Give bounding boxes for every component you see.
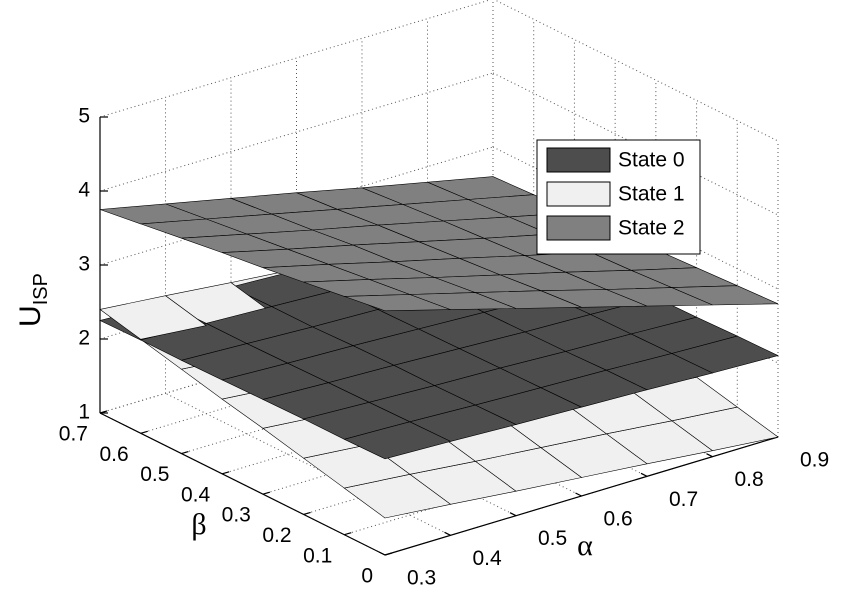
z-tick-label: 1: [78, 401, 90, 424]
z-label-main: U: [14, 305, 47, 327]
y-tick-label: 0.1: [303, 544, 332, 567]
y-tick: [262, 491, 271, 495]
y-tick: [221, 471, 230, 475]
grid-line: [99, 0, 492, 118]
legend-swatch: [546, 181, 611, 207]
legend-swatch: [546, 147, 611, 173]
surface-patch: [99, 295, 207, 340]
grid-line: [140, 314, 534, 434]
y-tick-label: 0.4: [181, 483, 211, 506]
legend-label: State 2: [618, 217, 685, 240]
x-axis-label: α: [577, 529, 593, 562]
x-tick-label: 0.7: [669, 488, 698, 511]
z-label-sub: ISP: [30, 273, 52, 305]
x-tick-label: 0.8: [735, 468, 764, 491]
x-tick: [640, 472, 648, 477]
x-tick-label: 0.3: [407, 567, 436, 590]
x-tick: [509, 512, 517, 517]
x-tick-label: 0.4: [473, 547, 503, 570]
x-tick: [706, 453, 713, 458]
y-tick: [384, 552, 393, 556]
z-axis-label: UISP: [14, 273, 52, 327]
y-axis: [99, 412, 386, 556]
y-tick: [140, 430, 148, 434]
x-tick-label: 0.6: [604, 508, 633, 531]
y-tick-label: 0.7: [59, 423, 88, 446]
y-tick-label: 0.6: [100, 443, 129, 466]
z-tick-label: 3: [78, 253, 90, 276]
y-tick: [303, 511, 311, 516]
y-tick-label: 0.2: [262, 524, 291, 547]
legend-swatch: [546, 215, 611, 241]
y-tick: [99, 410, 108, 414]
grid-line: [344, 416, 738, 536]
x-tick-label: 0.9: [800, 449, 829, 472]
x-tick-label: 0.5: [538, 527, 567, 550]
y-tick-label: 0: [361, 565, 373, 588]
legend: State 0 State 1 State 2: [536, 139, 701, 255]
surface-patch: [343, 421, 452, 460]
x-tick: [575, 492, 582, 497]
z-tick-label: 2: [78, 327, 90, 350]
surface-patch: [344, 294, 451, 312]
legend-label: State 0: [618, 149, 685, 172]
x-tick: [378, 551, 386, 556]
grid-line: [99, 72, 494, 192]
y-tick: [344, 532, 352, 536]
x-tick: [444, 531, 451, 536]
z-tick-label: 5: [78, 105, 90, 128]
y-axis-label: β: [191, 508, 206, 541]
grid-line: [221, 355, 616, 475]
y-tick-label: 0.3: [222, 504, 251, 527]
grid-line: [493, 0, 779, 142]
grid-line: [99, 146, 494, 266]
grid-line: [181, 335, 575, 455]
z-tick-label: 4: [78, 179, 90, 202]
grid-line: [99, 294, 494, 414]
y-tick-label: 0.5: [140, 463, 169, 486]
legend-label: State 1: [618, 183, 685, 206]
y-tick: [181, 450, 189, 455]
